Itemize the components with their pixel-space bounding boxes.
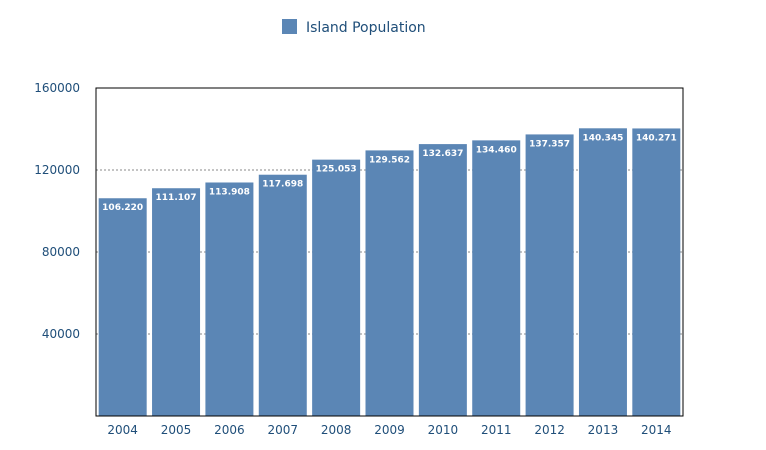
x-tick-label: 2010 bbox=[428, 423, 459, 437]
y-tick-label: 160000 bbox=[34, 81, 80, 95]
plot-frame bbox=[95, 87, 684, 417]
data-labels: 106.220 111.107 113.908 117.698 125.053 129.5… bbox=[102, 133, 677, 213]
data-label: 117.698 bbox=[262, 180, 303, 190]
data-label: 137.357 bbox=[529, 139, 570, 149]
bar bbox=[312, 159, 361, 416]
data-label: 106.220 bbox=[102, 203, 143, 213]
x-tick-label: 2005 bbox=[161, 423, 192, 437]
bar bbox=[632, 128, 681, 416]
bar bbox=[578, 128, 627, 416]
x-tick-label: 2009 bbox=[374, 423, 405, 437]
bar bbox=[152, 188, 201, 416]
data-label: 113.908 bbox=[209, 187, 250, 197]
x-tick-label: 2014 bbox=[641, 423, 672, 437]
data-label: 132.637 bbox=[422, 149, 463, 159]
y-axis-ticks: 40000 80000 120000 160000 bbox=[34, 81, 80, 341]
data-label: 134.460 bbox=[476, 145, 517, 155]
y-tick-label: 80000 bbox=[42, 245, 80, 259]
x-tick-label: 2013 bbox=[588, 423, 619, 437]
data-label: 125.053 bbox=[316, 165, 357, 175]
bar bbox=[365, 150, 414, 417]
y-tick-label: 40000 bbox=[42, 327, 80, 341]
x-tick-label: 2012 bbox=[534, 423, 565, 437]
bar bbox=[418, 144, 467, 416]
y-tick-label: 120000 bbox=[34, 163, 80, 177]
x-tick-label: 2008 bbox=[321, 423, 352, 437]
data-label: 140.345 bbox=[582, 133, 623, 143]
x-tick-label: 2007 bbox=[267, 423, 298, 437]
data-label: 111.107 bbox=[156, 193, 197, 203]
bar bbox=[258, 174, 307, 416]
plot-border bbox=[95, 87, 684, 417]
bar bbox=[472, 140, 521, 416]
data-label: 129.562 bbox=[369, 155, 410, 165]
bars bbox=[98, 128, 681, 417]
x-tick-label: 2004 bbox=[107, 423, 138, 437]
x-tick-label: 2006 bbox=[214, 423, 245, 437]
legend-label: Island Population bbox=[306, 20, 426, 36]
legend: Island Population bbox=[282, 19, 426, 36]
data-label: 140.271 bbox=[636, 133, 677, 143]
legend-swatch bbox=[282, 19, 297, 34]
x-tick-label: 2011 bbox=[481, 423, 512, 437]
bar bbox=[98, 198, 147, 416]
bar bbox=[205, 182, 254, 416]
bar bbox=[525, 134, 574, 416]
x-axis-ticks: 2004 2005 2006 2007 2008 2009 2010 2011 2012 2013… bbox=[107, 423, 671, 437]
